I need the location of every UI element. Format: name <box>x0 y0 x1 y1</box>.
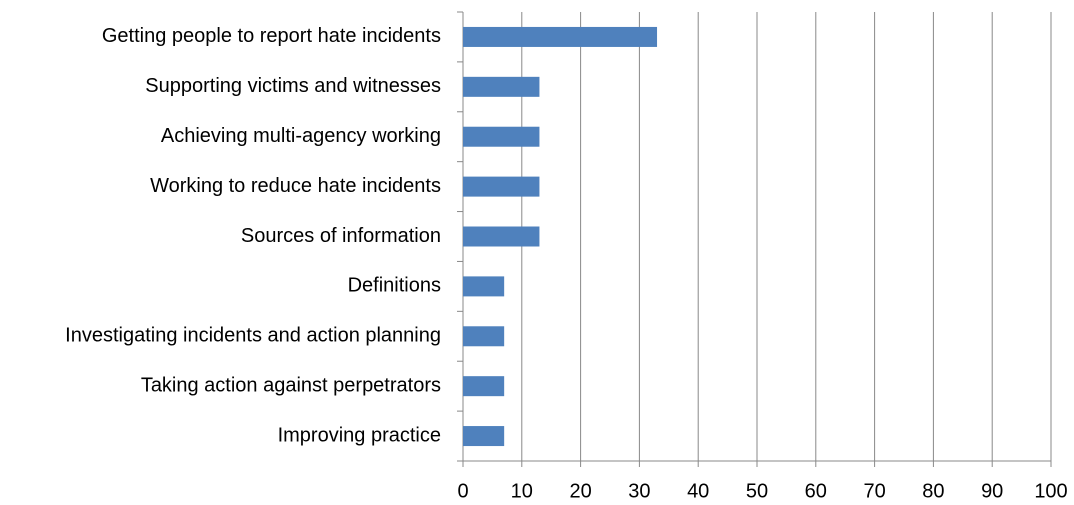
bar <box>463 126 540 147</box>
x-tick-label: 80 <box>922 480 944 502</box>
x-tick-label: 40 <box>687 480 709 502</box>
x-tick-label: 0 <box>457 480 468 502</box>
bar <box>463 276 505 297</box>
x-tick-label: 90 <box>981 480 1003 502</box>
x-tick-label: 50 <box>746 480 768 502</box>
y-tick-label: Improving practice <box>278 424 441 446</box>
bar <box>463 426 505 447</box>
bar <box>463 26 658 47</box>
bar <box>463 76 540 97</box>
y-tick-label: Getting people to report hate incidents <box>102 25 441 47</box>
bar <box>463 176 540 197</box>
x-tick-label: 60 <box>805 480 827 502</box>
y-tick-label: Working to reduce hate incidents <box>150 175 441 197</box>
x-tick-label: 70 <box>863 480 885 502</box>
y-tick-label: Investigating incidents and action plann… <box>65 325 441 347</box>
x-tick-label: 30 <box>628 480 650 502</box>
bar <box>463 326 505 347</box>
y-tick-label: Sources of information <box>241 225 441 247</box>
y-tick-label: Definitions <box>348 275 441 297</box>
bar <box>463 226 540 247</box>
x-tick-label: 100 <box>1034 480 1067 502</box>
bar <box>463 376 505 397</box>
y-tick-label: Achieving multi-agency working <box>161 125 441 147</box>
x-tick-label: 20 <box>569 480 591 502</box>
y-tick-label: Taking action against perpetrators <box>141 374 441 396</box>
y-tick-label: Supporting victims and witnesses <box>145 75 441 97</box>
x-tick-label: 10 <box>511 480 533 502</box>
